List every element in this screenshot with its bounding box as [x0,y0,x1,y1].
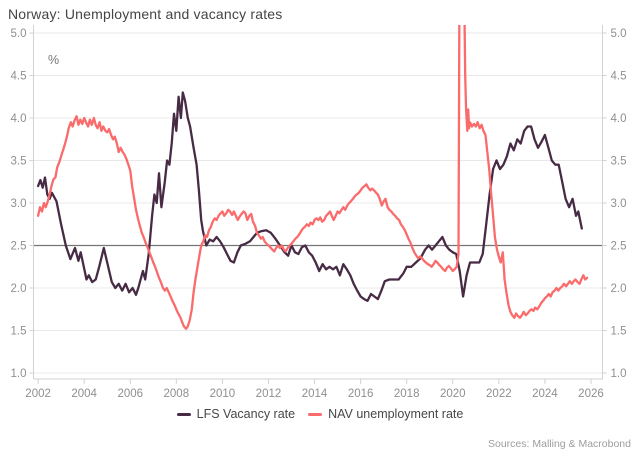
y-axis-label-left: 1.5 [11,326,27,338]
series-line-lfs-vacancy [36,91,583,302]
y-axis-label-right: 4.5 [611,71,627,83]
y-axis-label-right: 3.5 [611,156,627,168]
x-axis-label: 2024 [532,388,558,400]
y-axis-label-right: 1.5 [611,326,627,338]
x-axis-label: 2002 [25,388,51,400]
x-axis-label: 2008 [164,388,190,400]
y-axis-label-left: 3.5 [11,156,27,168]
y-axis-label-left: 1.0 [11,368,27,380]
legend-label-nav-unemployment: NAV unemployment rate [328,407,464,421]
x-axis-label: 2012 [256,388,282,400]
y-axis-label-right: 3.0 [611,198,627,210]
x-axis-label: 2016 [348,388,374,400]
legend-label-lfs-vacancy: LFS Vacancy rate [196,407,296,421]
series-line-nav-unemployment [36,25,589,330]
x-axis-label: 2026 [578,388,604,400]
y-axis-label-right: 5.0 [611,28,627,40]
x-axis-label: 2010 [210,388,236,400]
y-axis-label-left: 4.0 [11,113,27,125]
x-axis-label: 2022 [486,388,512,400]
x-axis-label: 2018 [394,388,420,400]
source-note: Sources: Malling & Macrobond [488,438,631,450]
x-axis-label: 2020 [440,388,466,400]
y-axis-label-left: 3.0 [11,198,27,210]
y-axis-label-right: 2.5 [611,241,627,253]
legend-swatch-nav-unemployment [308,412,323,416]
x-axis-label: 2014 [302,388,328,400]
x-axis-label: 2006 [117,388,143,400]
x-axis-label: 2004 [71,388,97,400]
y-axis-label-right: 2.0 [611,283,627,295]
series-group [36,25,589,330]
y-axis-label-left: 2.0 [11,283,27,295]
legend-swatch-lfs-vacancy [176,412,191,416]
chart-title: Norway: Unemployment and vacancy rates [8,6,283,22]
legend-item-nav-unemployment: NAV unemployment rate [308,407,463,421]
y-axis-label-left: 5.0 [11,28,27,40]
legend: LFS Vacancy rate NAV unemployment rate [0,407,640,421]
legend-item-lfs-vacancy: LFS Vacancy rate [176,407,296,421]
y-axis-label-right: 4.0 [611,113,627,125]
y-axis-label-left: 4.5 [11,71,27,83]
y-axis-label-left: 2.5 [11,241,27,253]
y-axis-unit-label: % [48,53,60,67]
y-axis-label-right: 1.0 [611,368,627,380]
